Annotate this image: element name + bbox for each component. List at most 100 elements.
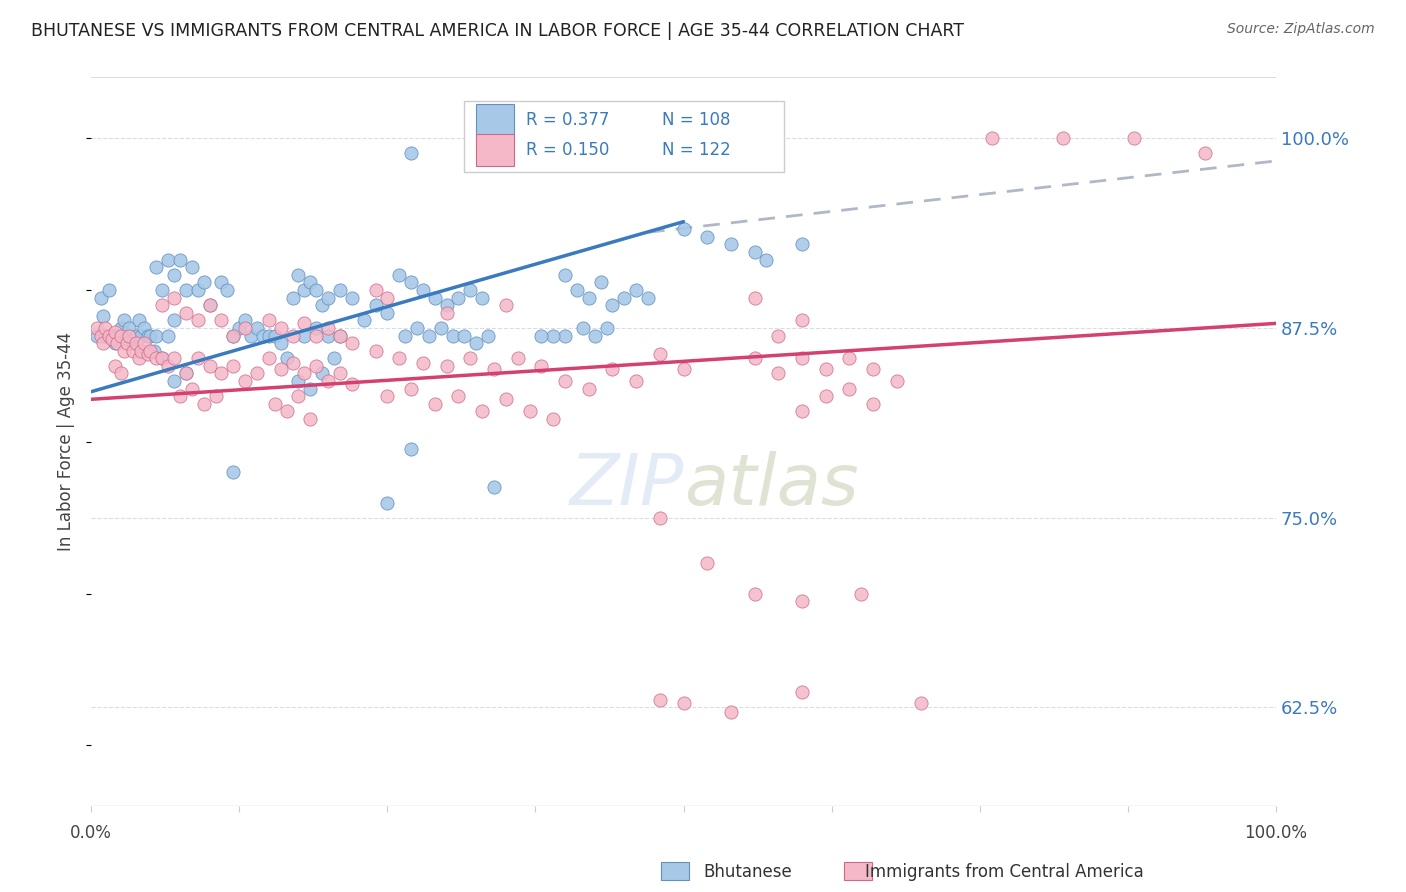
Point <box>187 351 209 366</box>
Point <box>299 412 322 426</box>
Point <box>150 283 173 297</box>
Point <box>851 586 873 600</box>
Point <box>744 291 766 305</box>
Point <box>125 336 148 351</box>
FancyBboxPatch shape <box>477 103 515 136</box>
Point <box>364 283 387 297</box>
Point <box>150 298 173 312</box>
Point <box>91 309 114 323</box>
Point <box>281 291 304 305</box>
Point <box>134 321 156 335</box>
Point <box>142 343 165 358</box>
Point <box>281 328 304 343</box>
Point <box>465 336 488 351</box>
Point <box>136 347 159 361</box>
Point <box>323 351 346 366</box>
Point <box>720 237 742 252</box>
Point <box>157 359 180 373</box>
Point <box>163 291 186 305</box>
Point <box>471 404 494 418</box>
Point <box>388 268 411 282</box>
Point <box>471 291 494 305</box>
Text: N = 122: N = 122 <box>662 141 731 160</box>
Point <box>305 328 328 343</box>
Point <box>204 389 226 403</box>
Point <box>136 328 159 343</box>
Point <box>90 291 112 305</box>
Point <box>270 362 292 376</box>
Point <box>145 328 167 343</box>
Point <box>790 685 813 699</box>
Point <box>163 374 186 388</box>
Point <box>222 359 245 373</box>
Point <box>169 252 191 267</box>
Point <box>458 351 481 366</box>
Point <box>129 328 152 343</box>
Point <box>648 347 671 361</box>
Point <box>150 351 173 366</box>
Point <box>696 230 718 244</box>
Point <box>838 382 860 396</box>
Point <box>180 260 202 275</box>
Point <box>583 328 606 343</box>
Point <box>104 336 127 351</box>
Point <box>458 283 481 297</box>
Point <box>377 291 399 305</box>
Point <box>814 362 837 376</box>
Point <box>94 328 117 343</box>
Point <box>429 321 451 335</box>
Point <box>94 321 117 335</box>
Point <box>495 392 517 407</box>
Point <box>672 696 695 710</box>
Point <box>294 283 316 297</box>
Point <box>744 586 766 600</box>
Point <box>174 367 197 381</box>
Point <box>121 336 143 351</box>
Point <box>163 313 186 327</box>
Point <box>263 328 285 343</box>
Point <box>115 336 138 351</box>
Point <box>228 321 250 335</box>
Point <box>637 291 659 305</box>
Point <box>233 321 256 335</box>
Point <box>276 351 298 366</box>
Point <box>1122 131 1144 145</box>
Point <box>353 313 375 327</box>
Point <box>1194 146 1216 161</box>
Point <box>211 276 233 290</box>
Point <box>316 328 339 343</box>
Point <box>118 321 141 335</box>
Point <box>121 343 143 358</box>
Text: atlas: atlas <box>683 451 858 520</box>
Point <box>436 298 458 312</box>
Point <box>198 359 221 373</box>
Point <box>862 362 884 376</box>
Point <box>530 359 553 373</box>
Point <box>565 283 588 297</box>
Text: R = 0.150: R = 0.150 <box>526 141 609 160</box>
Point <box>578 291 600 305</box>
Point <box>157 252 180 267</box>
Point <box>495 298 517 312</box>
Point <box>755 252 778 267</box>
Point <box>329 283 352 297</box>
Point <box>554 268 576 282</box>
Point <box>311 367 333 381</box>
Text: 100.0%: 100.0% <box>1244 824 1308 842</box>
Point <box>364 298 387 312</box>
Point <box>287 389 309 403</box>
Point <box>744 351 766 366</box>
Point <box>980 131 1002 145</box>
Point <box>105 328 128 343</box>
Point <box>602 298 624 312</box>
Point <box>423 291 446 305</box>
Point <box>281 356 304 370</box>
Point <box>294 367 316 381</box>
Point <box>589 276 612 290</box>
Point <box>447 291 470 305</box>
Point <box>299 276 322 290</box>
Point <box>340 291 363 305</box>
Point <box>198 298 221 312</box>
Point <box>276 404 298 418</box>
Text: N = 108: N = 108 <box>662 111 731 128</box>
